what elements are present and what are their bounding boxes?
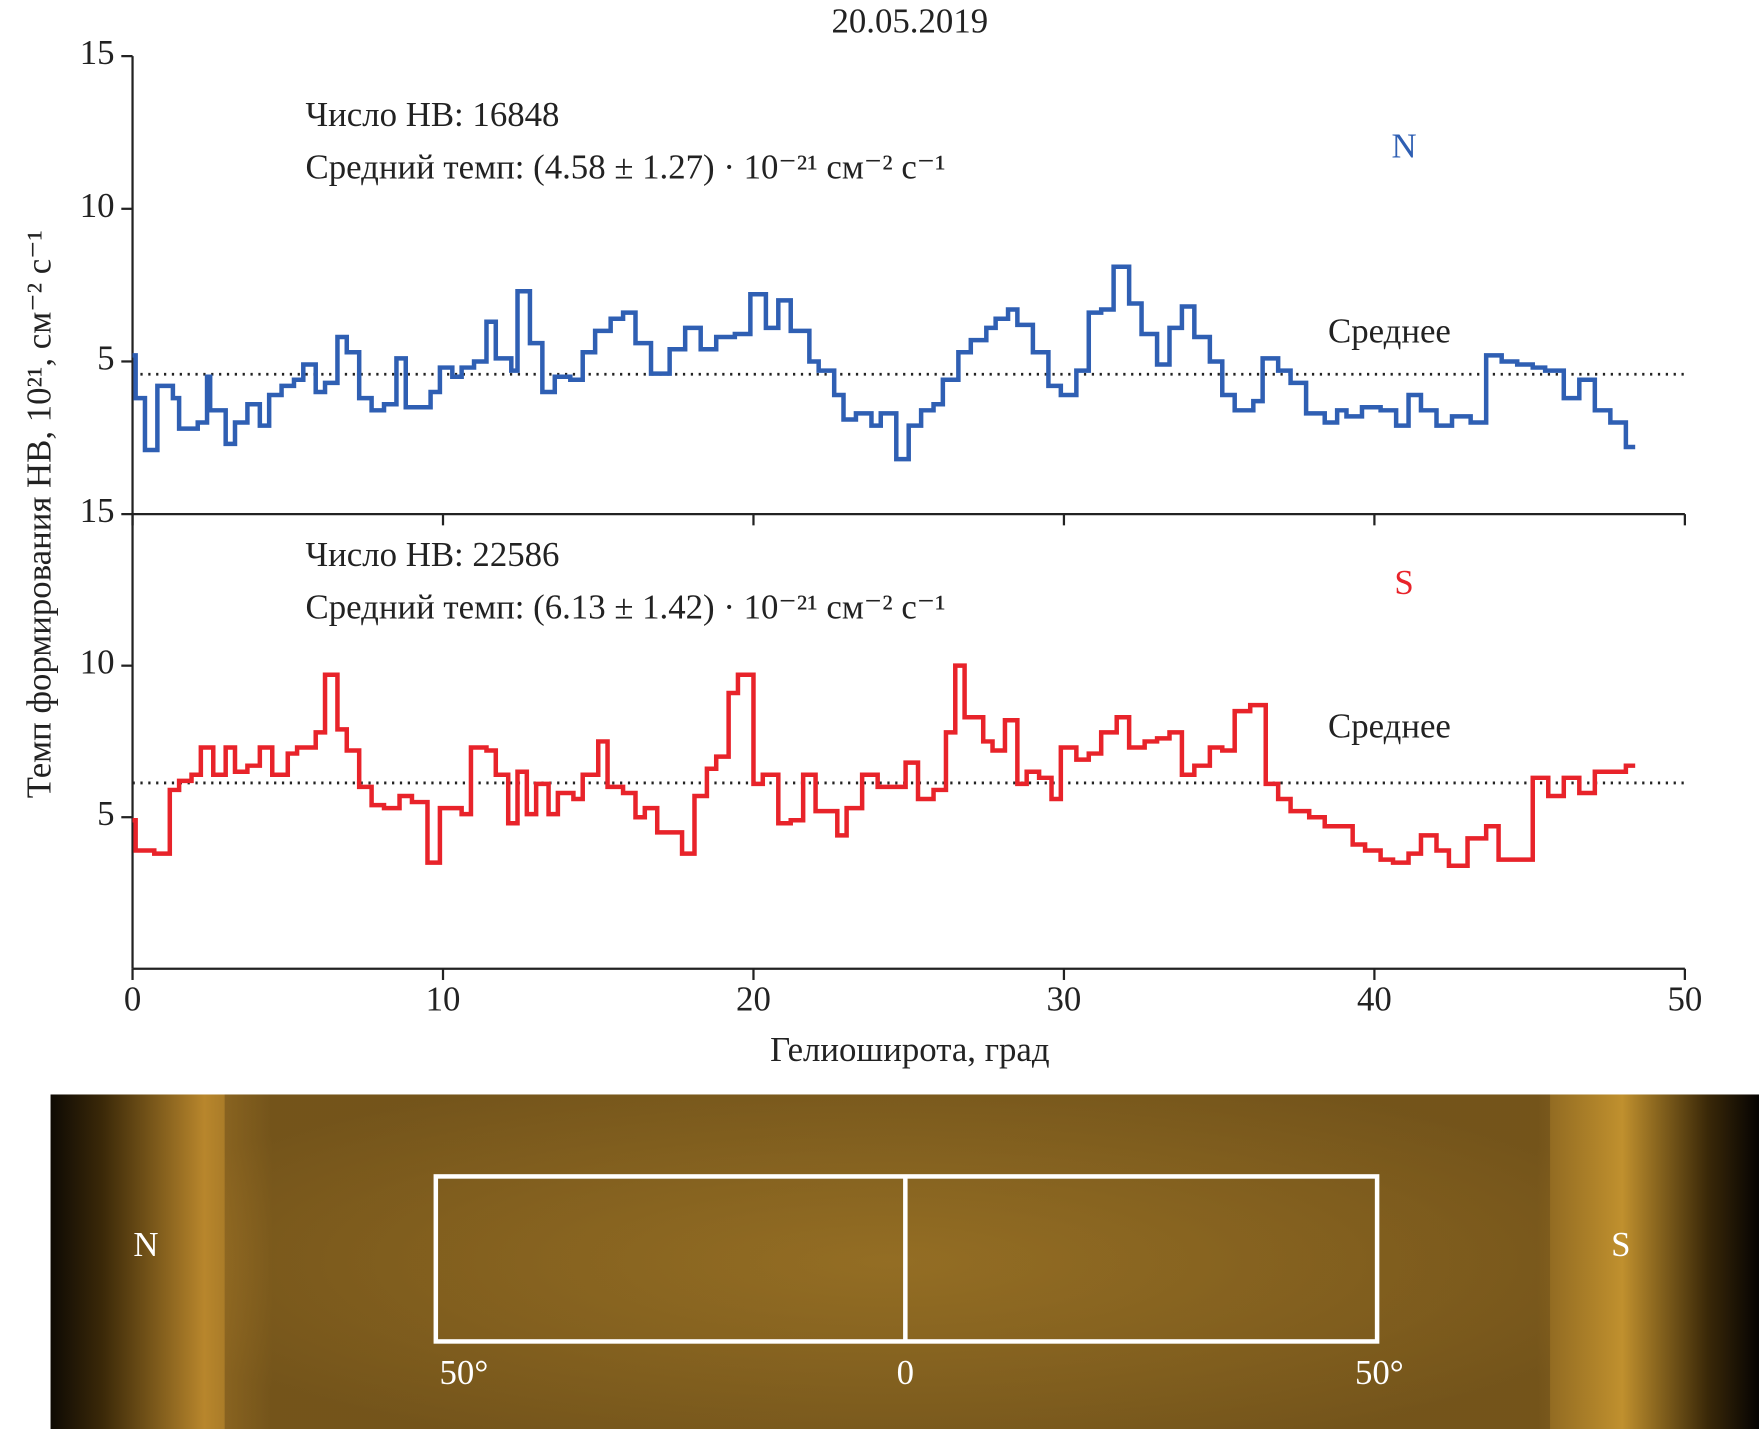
mean-label: Среднее <box>1328 707 1451 746</box>
north-label: N <box>133 1225 158 1264</box>
latitude-label: 50° <box>440 1353 489 1392</box>
annotation: Число НВ: 16848 <box>306 95 560 134</box>
x-axis-label: Гелиоширота, град <box>770 1030 1049 1069</box>
y-tick-label: 5 <box>97 794 114 833</box>
y-tick-label: 15 <box>80 33 115 72</box>
annotation: Средний темп: (6.13 ± 1.42) · 10⁻²¹ см⁻²… <box>306 588 946 627</box>
annotation: Средний темп: (4.58 ± 1.27) · 10⁻²¹ см⁻²… <box>306 148 946 187</box>
image-texture <box>224 1094 1551 1429</box>
y-tick-label: 15 <box>80 491 115 530</box>
hemisphere-label: N <box>1391 126 1416 165</box>
y-tick-label: 10 <box>80 186 115 225</box>
latitude-label: 0 <box>897 1353 914 1392</box>
y-axis-label: Темп формирования НВ, 10²¹, см⁻² с⁻¹ <box>20 230 59 798</box>
annotation: Число НВ: 22586 <box>306 535 560 574</box>
data-line <box>132 663 1636 868</box>
x-tick-label: 10 <box>426 979 461 1018</box>
chart-title: 20.05.2019 <box>832 2 989 41</box>
x-tick-label: 0 <box>124 979 141 1018</box>
south-label: S <box>1611 1225 1630 1264</box>
y-tick-label: 5 <box>97 338 114 377</box>
x-tick-label: 20 <box>736 979 771 1018</box>
x-tick-label: 30 <box>1047 979 1082 1018</box>
data-line <box>132 264 1636 462</box>
hemisphere-label: S <box>1394 563 1413 602</box>
solar-image: N S 50° 0 50° <box>50 1094 1759 1429</box>
mean-label: Среднее <box>1328 312 1451 351</box>
x-tick-label: 40 <box>1357 979 1392 1018</box>
x-tick-label: 50 <box>1667 979 1702 1018</box>
y-tick-label: 10 <box>80 643 115 682</box>
latitude-label: 50° <box>1355 1353 1404 1392</box>
